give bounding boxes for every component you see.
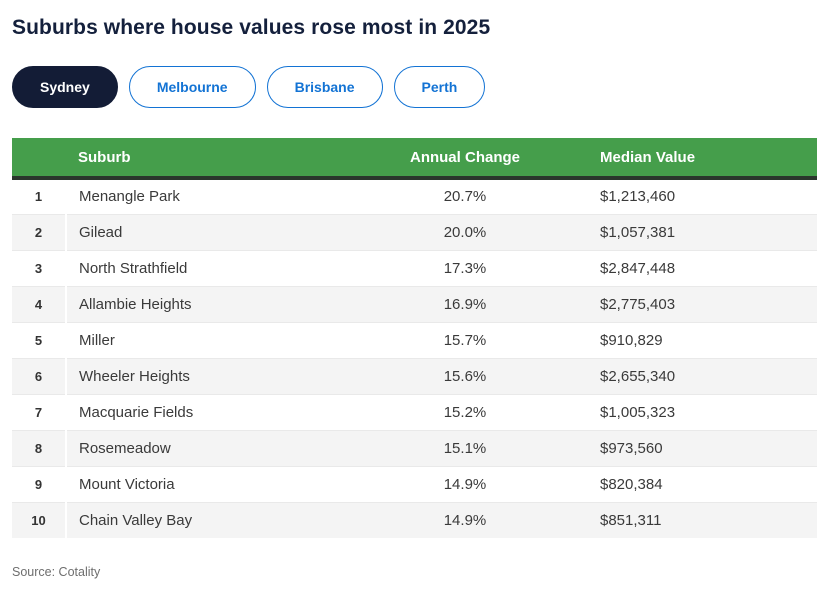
rank-cell: 7	[12, 394, 67, 431]
tab-sydney[interactable]: Sydney	[12, 66, 118, 108]
suburb-cell: Rosemeadow	[66, 430, 330, 467]
widget-root: Suburbs where house values rose most in …	[0, 16, 831, 579]
column-header-annual-change: Annual Change	[330, 138, 600, 180]
median-value-cell: $820,384	[600, 466, 817, 503]
tab-perth[interactable]: Perth	[393, 66, 486, 108]
table-row: 10 Chain Valley Bay 14.9% $851,311	[12, 502, 817, 538]
table-row: 4 Allambie Heights 16.9% $2,775,403	[12, 286, 817, 323]
median-value-cell: $2,847,448	[600, 250, 817, 287]
table-header-row: Suburb Annual Change Median Value	[12, 138, 817, 180]
median-value-cell: $973,560	[600, 430, 817, 467]
rank-cell: 10	[12, 502, 67, 538]
rank-cell: 6	[12, 358, 67, 395]
suburb-table: Suburb Annual Change Median Value 1 Mena…	[12, 138, 817, 538]
suburb-cell: Gilead	[66, 214, 330, 251]
annual-change-cell: 15.7%	[330, 322, 600, 359]
suburb-cell: Menangle Park	[66, 178, 330, 215]
rank-cell: 1	[12, 178, 67, 215]
suburb-cell: Mount Victoria	[66, 466, 330, 503]
table-body: 1 Menangle Park 20.7% $1,213,460 2 Gilea…	[12, 178, 817, 538]
table-row: 3 North Strathfield 17.3% $2,847,448	[12, 250, 817, 287]
table-row: 1 Menangle Park 20.7% $1,213,460	[12, 178, 817, 215]
table-row: 2 Gilead 20.0% $1,057,381	[12, 214, 817, 251]
annual-change-cell: 15.2%	[330, 394, 600, 431]
median-value-cell: $1,213,460	[600, 178, 817, 215]
annual-change-cell: 17.3%	[330, 250, 600, 287]
tab-brisbane[interactable]: Brisbane	[266, 66, 383, 108]
rank-cell: 2	[12, 214, 67, 251]
suburb-table-wrap: Suburb Annual Change Median Value 1 Mena…	[12, 138, 817, 538]
annual-change-cell: 20.0%	[330, 214, 600, 251]
tab-melbourne[interactable]: Melbourne	[128, 66, 256, 108]
annual-change-cell: 16.9%	[330, 286, 600, 323]
median-value-cell: $1,005,323	[600, 394, 817, 431]
suburb-cell: Miller	[66, 322, 330, 359]
rank-cell: 8	[12, 430, 67, 467]
suburb-cell: Wheeler Heights	[66, 358, 330, 395]
annual-change-cell: 14.9%	[330, 502, 600, 538]
column-header-rank	[12, 138, 66, 180]
table-row: 5 Miller 15.7% $910,829	[12, 322, 817, 359]
median-value-cell: $910,829	[600, 322, 817, 359]
median-value-cell: $2,655,340	[600, 358, 817, 395]
column-header-median-value: Median Value	[600, 138, 817, 180]
median-value-cell: $1,057,381	[600, 214, 817, 251]
source-note: Source: Cotality	[12, 565, 101, 579]
column-header-suburb: Suburb	[66, 138, 330, 180]
table-row: 9 Mount Victoria 14.9% $820,384	[12, 466, 817, 503]
rank-cell: 3	[12, 250, 67, 287]
city-tabs: Sydney Melbourne Brisbane Perth	[12, 66, 817, 108]
suburb-cell: Macquarie Fields	[66, 394, 330, 431]
table-row: 8 Rosemeadow 15.1% $973,560	[12, 430, 817, 467]
median-value-cell: $2,775,403	[600, 286, 817, 323]
rank-cell: 5	[12, 322, 67, 359]
table-row: 7 Macquarie Fields 15.2% $1,005,323	[12, 394, 817, 431]
rank-cell: 9	[12, 466, 67, 503]
table-row: 6 Wheeler Heights 15.6% $2,655,340	[12, 358, 817, 395]
suburb-cell: North Strathfield	[66, 250, 330, 287]
annual-change-cell: 15.1%	[330, 430, 600, 467]
annual-change-cell: 20.7%	[330, 178, 600, 215]
median-value-cell: $851,311	[600, 502, 817, 538]
page-title: Suburbs where house values rose most in …	[12, 16, 491, 39]
annual-change-cell: 15.6%	[330, 358, 600, 395]
suburb-cell: Allambie Heights	[66, 286, 330, 323]
rank-cell: 4	[12, 286, 67, 323]
suburb-cell: Chain Valley Bay	[66, 502, 330, 538]
annual-change-cell: 14.9%	[330, 466, 600, 503]
